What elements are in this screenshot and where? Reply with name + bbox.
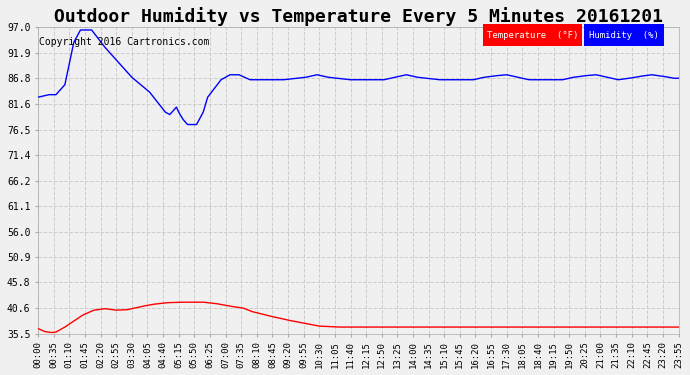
FancyBboxPatch shape <box>584 24 664 46</box>
Text: Copyright 2016 Cartronics.com: Copyright 2016 Cartronics.com <box>39 37 209 46</box>
FancyBboxPatch shape <box>483 24 582 46</box>
Text: Humidity  (%): Humidity (%) <box>589 31 658 40</box>
Text: Temperature  (°F): Temperature (°F) <box>487 31 578 40</box>
Title: Outdoor Humidity vs Temperature Every 5 Minutes 20161201: Outdoor Humidity vs Temperature Every 5 … <box>54 7 663 26</box>
